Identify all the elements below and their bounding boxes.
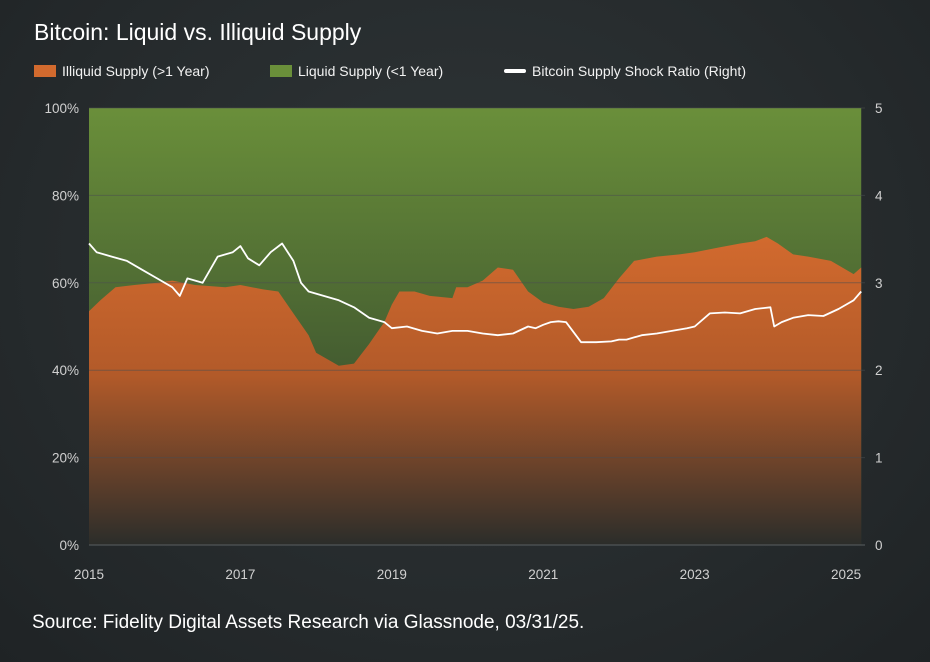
y-right-tick-label: 5	[875, 101, 883, 116]
y-right-tick-label: 4	[875, 188, 883, 203]
y-right-tick-label: 3	[875, 276, 883, 291]
legend-swatch-illiquid	[34, 65, 56, 77]
illiquid-supply-area	[89, 236, 862, 545]
legend-item-liquid: Liquid Supply (<1 Year)	[270, 63, 443, 79]
legend-swatch-ratio	[504, 69, 526, 73]
x-tick-label: 2019	[377, 567, 407, 582]
legend-swatch-liquid	[270, 65, 292, 77]
x-tick-label: 2015	[74, 567, 104, 582]
legend-label-liquid: Liquid Supply (<1 Year)	[298, 63, 444, 79]
legend-label-ratio: Bitcoin Supply Shock Ratio (Right)	[532, 63, 746, 79]
legend-item-illiquid: Illiquid Supply (>1 Year)	[34, 63, 210, 79]
y-left-tick-label: 0%	[59, 538, 79, 553]
y-left-tick-label: 100%	[44, 101, 79, 116]
x-tick-label: 2017	[225, 567, 255, 582]
x-tick-label: 2021	[528, 567, 558, 582]
y-right-tick-label: 0	[875, 538, 883, 553]
legend-item-ratio: Bitcoin Supply Shock Ratio (Right)	[504, 63, 746, 79]
source-note: Source: Fidelity Digital Assets Research…	[32, 612, 585, 633]
chart-title: Bitcoin: Liquid vs. Illiquid Supply	[34, 19, 362, 45]
y-right-tick-label: 1	[875, 451, 883, 466]
y-left-tick-label: 40%	[52, 363, 79, 378]
y-right-tick-label: 2	[875, 363, 883, 378]
legend-label-illiquid: Illiquid Supply (>1 Year)	[62, 63, 210, 79]
x-tick-label: 2025	[831, 567, 861, 582]
x-tick-label: 2023	[680, 567, 710, 582]
y-left-tick-label: 20%	[52, 451, 79, 466]
supply-shock-ratio-line	[88, 242, 862, 344]
y-left-tick-label: 60%	[52, 276, 79, 291]
y-left-tick-label: 80%	[52, 188, 79, 203]
